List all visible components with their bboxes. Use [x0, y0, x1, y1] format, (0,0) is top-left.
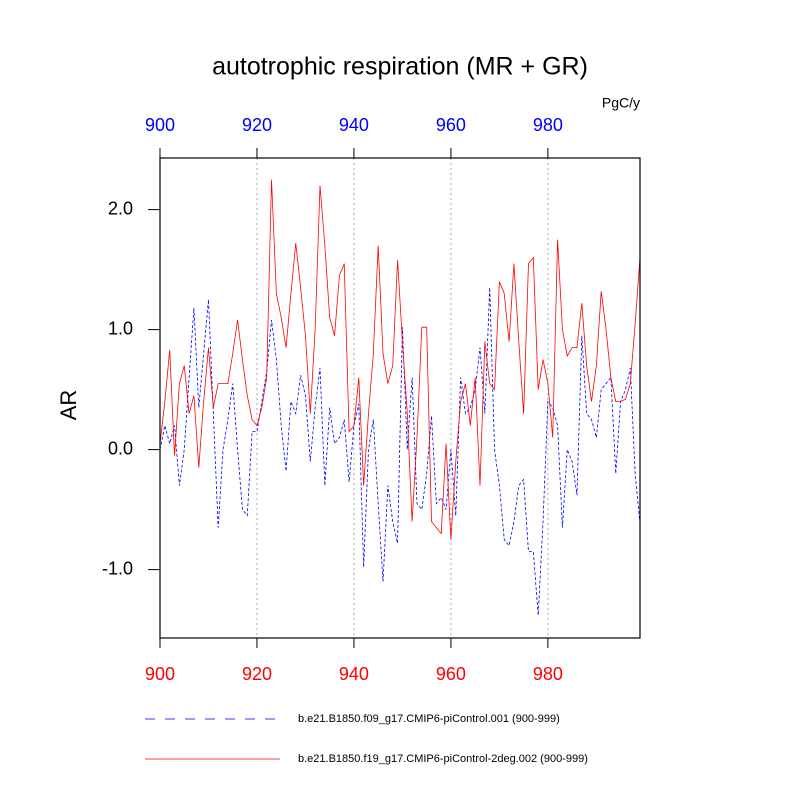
- x-tick-label: 980: [533, 664, 563, 684]
- plot-frame: [159, 157, 641, 639]
- units-label: PgC/y: [602, 95, 640, 111]
- x-tick-label-top: 940: [339, 115, 369, 135]
- y-tick-label: 1.0: [108, 318, 133, 338]
- x-tick-label-top: 960: [436, 115, 466, 135]
- y-tick-label: 2.0: [108, 198, 133, 218]
- series-line: [159, 179, 641, 540]
- x-tick-label: 940: [339, 664, 369, 684]
- chart-title: autotrophic respiration (MR + GR): [212, 53, 588, 81]
- x-tick-label-top: 980: [533, 115, 563, 135]
- y-axis-label: AR: [56, 390, 81, 421]
- legend-label: b.e21.B1850.f09_g17.CMIP6-piControl.001 …: [298, 713, 560, 725]
- x-tick-label: 960: [436, 664, 466, 684]
- x-tick-label: 920: [242, 664, 272, 684]
- y-tick-label: 0.0: [108, 438, 133, 458]
- x-tick-label: 900: [145, 664, 175, 684]
- x-tick-label-top: 900: [145, 115, 175, 135]
- series-line: [159, 287, 641, 616]
- y-tick-label: -1.0: [102, 558, 133, 578]
- legend-label: b.e21.B1850.f19_g17.CMIP6-piControl-2deg…: [298, 753, 588, 765]
- x-tick-label-top: 920: [242, 115, 272, 135]
